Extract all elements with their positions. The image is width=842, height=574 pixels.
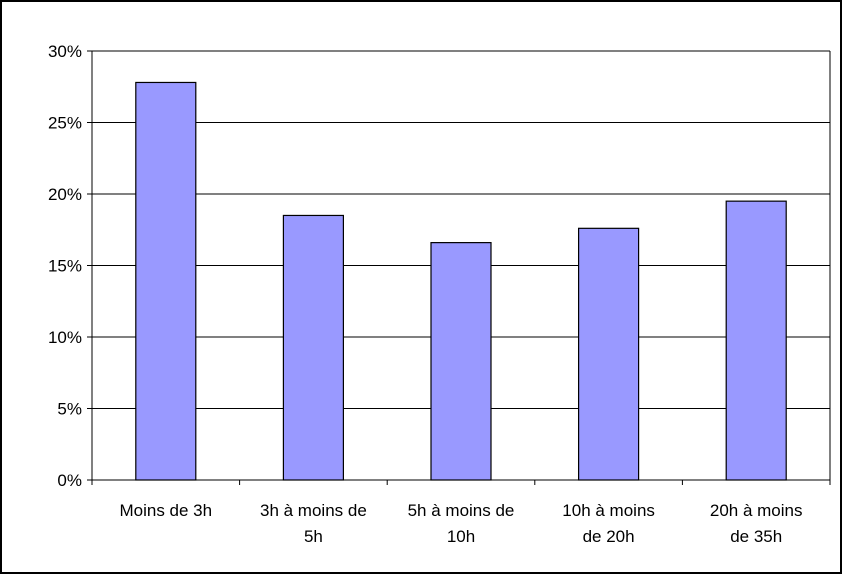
y-tick-label: 30% [48, 42, 82, 61]
bar-5 [725, 200, 787, 481]
bars [135, 81, 787, 481]
y-tick-label: 5% [57, 400, 82, 419]
x-category-label-3: 5h à moins de 10h [408, 501, 515, 546]
x-category-labels: Moins de 3h 3h à moins de 5h 5h à moins de 1… [119, 501, 802, 546]
y-tick-label: 15% [48, 257, 82, 276]
y-tick-label: 0% [57, 471, 82, 490]
y-tick-label: 10% [48, 328, 82, 347]
bar-2 [282, 214, 344, 481]
x-category-label-4: 10h à moins de 20h [562, 501, 655, 546]
y-tick-labels: 0% 5% 10% 15% 20% 25% 30% [48, 42, 82, 490]
bar-3 [430, 242, 492, 481]
axes [87, 50, 831, 485]
bar-4 [577, 227, 640, 481]
y-tick-label: 20% [48, 185, 82, 204]
x-category-label-2: 3h à moins de 5h [260, 501, 367, 546]
x-category-label-5: 20h à moins de 35h [710, 501, 803, 546]
x-category-label-1: Moins de 3h [119, 501, 212, 520]
y-tick-label: 25% [48, 114, 82, 133]
bar-1 [135, 81, 197, 481]
